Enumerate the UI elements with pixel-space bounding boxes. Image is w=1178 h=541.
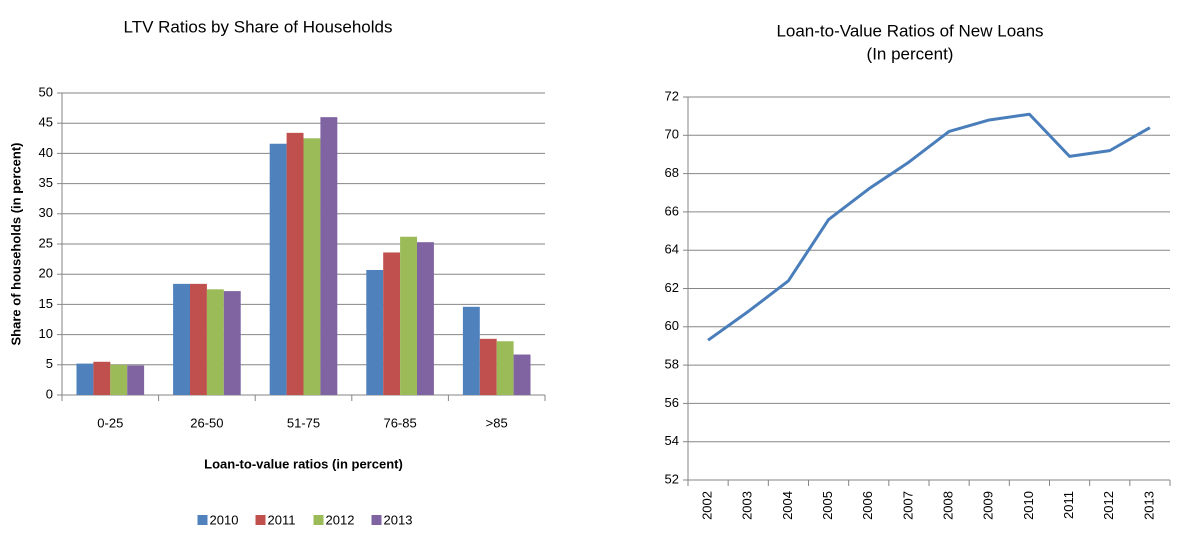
y-tick-label: 60: [665, 318, 679, 333]
y-tick-label: 52: [665, 471, 679, 486]
y-tick-label: 45: [39, 115, 53, 130]
y-tick-label: 0: [46, 386, 53, 401]
bar: [93, 361, 111, 395]
bar: [417, 242, 434, 395]
x-tick-label: >85: [486, 415, 508, 430]
y-tick-label: 20: [39, 266, 53, 281]
bar: [269, 143, 287, 395]
x-tick-label: 2008: [941, 491, 956, 520]
legend-label: 2010: [210, 512, 239, 527]
legend-label: 2012: [326, 512, 355, 527]
y-tick-label: 50: [39, 84, 53, 99]
bar: [173, 283, 190, 395]
line: [707, 112, 1151, 342]
x-axis-label: Loan-to-value ratios (in percent): [204, 456, 403, 471]
y-tick-label: 5: [46, 356, 53, 371]
y-tick-label: 58: [665, 357, 679, 372]
y-tick-label: 64: [665, 242, 679, 257]
bar: [110, 364, 128, 395]
y-tick-label: 68: [665, 165, 679, 180]
bar: [303, 138, 321, 396]
y-tick-label: 10: [39, 326, 53, 341]
chart-subtitle: (In percent): [867, 44, 954, 63]
legend-label: 2013: [384, 512, 413, 527]
x-tick-label: 51-75: [287, 415, 320, 430]
bar: [496, 341, 514, 395]
x-tick-label: 2007: [900, 491, 915, 520]
legend-label: 2011: [268, 512, 296, 527]
x-tick-label: 2012: [1101, 491, 1116, 520]
x-tick-label: 2013: [1141, 491, 1156, 520]
bar: [513, 354, 531, 395]
x-tick-label: 26-50: [190, 415, 223, 430]
bar: [286, 132, 304, 395]
bar: [462, 306, 480, 395]
x-tick-label: 2005: [820, 491, 835, 520]
y-tick-label: 54: [665, 433, 679, 448]
bar: [479, 338, 497, 395]
y-tick-label: 15: [39, 296, 53, 311]
x-tick-label: 2004: [780, 491, 795, 520]
legend-swatch: [255, 515, 266, 525]
legend-swatch: [371, 515, 382, 525]
bar: [189, 283, 207, 395]
y-tick-label: 56: [665, 395, 679, 410]
y-tick-label: 40: [39, 145, 53, 160]
x-tick-label: 2002: [700, 491, 715, 520]
bar: [383, 252, 401, 395]
bar: [127, 365, 145, 395]
y-tick-label: 66: [665, 203, 679, 218]
legend-swatch: [197, 515, 208, 525]
bar: [223, 291, 241, 395]
bar: [400, 236, 418, 395]
bar: [366, 269, 384, 395]
y-tick-label: 30: [39, 205, 53, 220]
y-tick-label: 62: [665, 280, 679, 295]
y-tick-label: 70: [665, 127, 679, 142]
x-tick-label: 76-85: [383, 415, 416, 430]
y-tick-label: 25: [39, 235, 53, 250]
y-tick-label: 72: [665, 88, 679, 103]
x-tick-label: 2011: [1061, 491, 1076, 519]
x-tick-label: 2009: [981, 491, 996, 520]
y-axis-label: Share of households (in percent): [8, 143, 23, 346]
chart-title: Loan-to-Value Ratios of New Loans: [776, 21, 1043, 40]
x-tick-label: 2006: [860, 491, 875, 520]
x-tick-label: 2003: [740, 491, 755, 520]
bar: [320, 117, 338, 395]
bar: [206, 289, 224, 395]
bar: [76, 363, 94, 395]
chart-title: LTV Ratios by Share of Households: [124, 17, 393, 36]
legend-swatch: [313, 515, 324, 525]
y-tick-label: 35: [39, 175, 53, 190]
x-tick-label: 0-25: [97, 415, 123, 430]
x-tick-label: 2010: [1021, 491, 1036, 520]
